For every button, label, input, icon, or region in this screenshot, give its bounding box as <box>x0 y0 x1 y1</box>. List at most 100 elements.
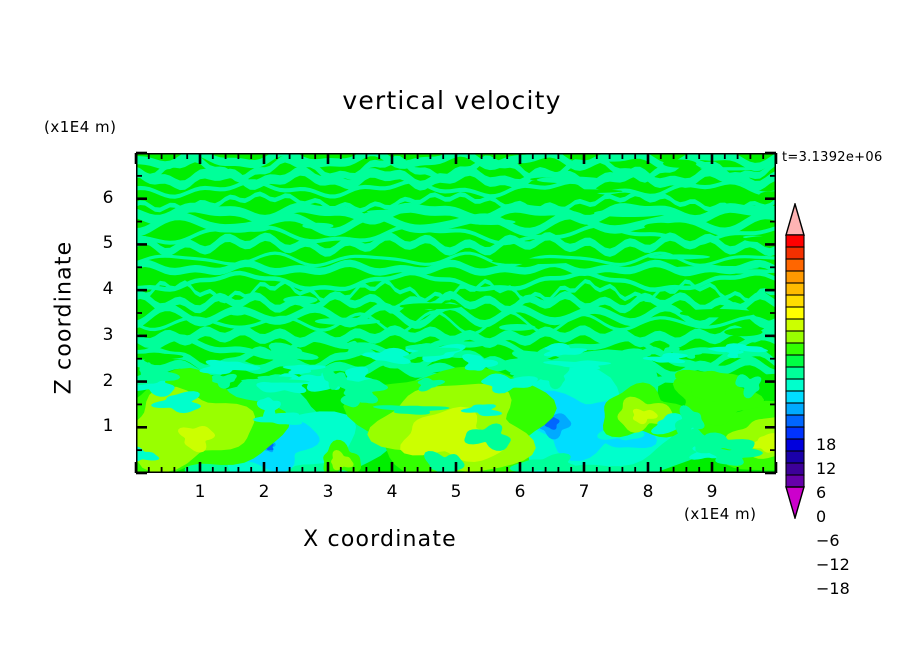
wave-band <box>136 278 776 304</box>
x-tick-label: 3 <box>322 482 334 502</box>
wave-band <box>136 251 776 268</box>
wave-streak <box>539 189 623 194</box>
wave-band <box>136 290 776 314</box>
contour-region <box>677 349 703 359</box>
time-annotation: t=3.1392e+06 <box>782 150 883 165</box>
wave-streak <box>499 324 536 331</box>
contour-region <box>264 442 274 451</box>
x-tick-label: 8 <box>642 482 654 502</box>
contour-region <box>462 353 499 371</box>
wave-streak <box>314 317 380 325</box>
contour-region <box>253 412 303 425</box>
wave-streak <box>759 191 776 199</box>
wave-streak <box>536 176 603 184</box>
colorbar-tick-label: 0 <box>816 507 827 526</box>
wave-streak <box>366 209 414 214</box>
x-tick-label: 4 <box>386 482 398 502</box>
wave-streak <box>141 352 168 360</box>
wave-band <box>136 223 776 246</box>
wave-streak <box>663 159 697 168</box>
contour-region <box>400 406 509 462</box>
contour-region <box>178 426 216 453</box>
contour-region <box>340 384 378 408</box>
contour-region <box>539 365 570 390</box>
contour-region <box>588 348 652 363</box>
contour-region <box>373 405 450 415</box>
contour-region <box>360 347 411 365</box>
colorbar-tick-label: 12 <box>816 459 837 478</box>
wave-streak <box>724 328 763 337</box>
colorbar-tick-label: −6 <box>816 531 840 550</box>
y-tick-label: 4 <box>102 279 114 300</box>
x-axis-title: X coordinate <box>303 527 457 552</box>
wave-streak <box>399 303 462 310</box>
y-tick-label: 5 <box>102 233 114 254</box>
convective-blob-layer <box>136 340 776 473</box>
wave-band <box>136 270 776 292</box>
x-tick-label: 6 <box>514 482 526 502</box>
y-tick-label: 6 <box>102 187 114 208</box>
wave-streak <box>679 309 756 318</box>
contour-region <box>405 343 461 357</box>
wave-band <box>136 334 776 362</box>
colorbar-under-arrow <box>785 486 805 519</box>
colorbar <box>785 203 805 519</box>
contour-region <box>543 360 611 370</box>
contour-region <box>750 433 776 453</box>
wave-streak <box>647 254 711 260</box>
contour-region <box>424 451 465 473</box>
contour-region <box>259 342 319 361</box>
wave-streak <box>672 265 759 270</box>
contour-region <box>256 373 307 394</box>
wave-streak <box>302 222 334 230</box>
contour-region <box>707 447 763 466</box>
wave-band <box>136 202 776 225</box>
x-tick-label: 7 <box>578 482 590 502</box>
wave-streak <box>466 219 516 225</box>
contour-region <box>256 397 281 422</box>
contour-region <box>663 342 680 355</box>
contour-region <box>642 352 688 364</box>
contour-region <box>561 381 600 389</box>
contour-region <box>282 364 327 375</box>
wave-streak <box>238 225 270 232</box>
contour-region <box>199 359 261 375</box>
y-tick-label: 1 <box>102 416 114 437</box>
x-axis-unit-label: (x1E4 m) <box>684 505 757 523</box>
contour-region <box>543 343 588 357</box>
y-tick-label: 3 <box>102 324 114 345</box>
wave-streak <box>283 295 318 304</box>
wave-band <box>136 155 776 183</box>
contour-region <box>708 343 769 353</box>
contour-region <box>322 368 347 390</box>
y-tick-label: 2 <box>102 370 114 391</box>
wave-streak <box>712 269 776 274</box>
x-tick-label: 9 <box>706 482 718 502</box>
contour-region <box>464 423 511 451</box>
contour-region <box>212 373 237 389</box>
wave-band <box>136 259 776 277</box>
colorbar-tick-label: −18 <box>816 579 850 598</box>
contour-region <box>481 373 538 394</box>
colorbar-tick-label: −12 <box>816 555 850 574</box>
wave-band <box>136 153 776 172</box>
contour-region <box>241 375 310 383</box>
contour-region <box>735 374 762 399</box>
contour-region <box>136 365 181 386</box>
contour-region <box>417 377 446 392</box>
x-tick-label: 5 <box>450 482 462 502</box>
wave-streak <box>593 209 666 217</box>
page-title: vertical velocity <box>342 86 562 115</box>
contour-field <box>136 153 776 473</box>
wave-streak <box>644 222 678 231</box>
contour-region <box>331 450 354 471</box>
wave-streak <box>744 236 776 243</box>
y-axis-unit-label: (x1E4 m) <box>44 118 117 136</box>
contour-region <box>674 405 705 437</box>
x-tick-label: 1 <box>194 482 206 502</box>
colorbar-tick-label: 18 <box>816 435 837 454</box>
contour-region <box>632 408 658 425</box>
wave-streak <box>491 258 575 265</box>
